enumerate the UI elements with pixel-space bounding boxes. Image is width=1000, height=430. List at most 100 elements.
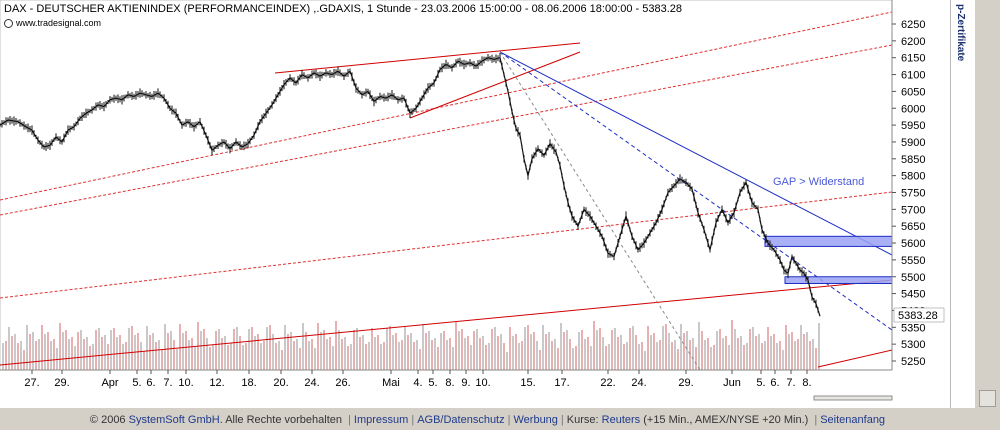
x-tick-label: 20. [273,377,288,389]
volume-bar [623,344,625,370]
company-link[interactable]: SystemSoft GmbH [128,414,220,426]
volume-bar [38,339,40,370]
volume-bar [578,332,580,370]
y-tick-label: 5600 [901,238,925,250]
rights-text: . Alle Rechte vorbehalten [219,414,346,426]
resistance-zone [764,235,893,247]
volume-bar [791,332,793,370]
volume-bar [350,344,352,370]
volume-bar [122,344,124,370]
volume-bar [548,332,550,370]
volume-bar [236,327,238,370]
volume-bar [434,338,436,370]
volume-bar [5,341,7,370]
volume-bar [752,327,754,370]
volume-bar [665,324,667,370]
x-tick-label: 17. [554,377,569,389]
side-panel-label[interactable]: p-Zertifikate [955,4,966,62]
volume-bar [86,337,88,370]
y-tick-label: 5700 [901,204,925,216]
volume-bar [23,350,25,370]
y-tick-label: 5800 [901,171,925,183]
x-tick-label: 27. [24,377,39,389]
volume-bar [101,337,103,370]
volume-bar [212,345,214,370]
volume-bar [713,345,715,370]
volume-bar [743,345,745,370]
volume-bar [725,336,727,370]
volume-bar [650,335,652,370]
y-tick-label: 6250 [901,19,925,31]
volume-bar [80,330,82,370]
agb-link[interactable]: AGB/Datenschutz [417,414,505,426]
y-tick-label: 6050 [901,86,925,98]
volume-bar [185,331,187,370]
top-resistance-line [274,42,581,74]
volume-bar [773,334,775,370]
volume-bar [449,338,451,370]
y-tick-label: 5650 [901,221,925,233]
volume-bar [224,336,226,370]
volume-bar [440,333,442,370]
volume-bar [461,329,463,370]
scroll-strip[interactable] [975,0,1000,408]
volume-bar [554,339,556,370]
volume-bar [113,328,115,370]
volume-bar [482,336,484,370]
volume-bar [761,343,763,370]
volume-bar [365,344,367,370]
volume-bar [323,330,325,370]
volume-bar [398,342,400,370]
volume-bar [734,329,736,370]
volume-bar [542,325,544,370]
volume-bar [257,334,259,370]
reuters-link[interactable]: Reuters [601,414,641,426]
x-tick-label: Mai [382,377,400,389]
volume-bar [173,340,175,370]
scroll-thumb[interactable] [979,390,996,407]
footer-separator: | [507,414,511,426]
volume-bar [782,350,784,370]
volume-bar [353,330,355,370]
x-tick-label: 5. [756,377,765,389]
volume-bar [335,321,337,370]
volume-bar [488,343,490,370]
impressum-link[interactable]: Impressum [353,414,409,426]
volume-bar [230,343,232,370]
zoom-slider[interactable] [813,395,893,401]
x-tick-label: 26. [335,377,350,389]
y-tick-label: 6200 [901,36,925,48]
volume-bar [47,332,49,370]
volume-bar [557,348,559,370]
x-tick-label: 24. [631,377,646,389]
volume-bar [506,352,508,370]
seitenanfang-link[interactable]: Seitenanfang [820,414,886,426]
volume-bar [203,329,205,370]
last-price-text: 5383.28 [898,310,938,322]
kurse-text: Kurse: [566,414,602,426]
volume-bar [728,345,730,370]
volume-bar [668,333,670,370]
volume-bar [764,341,766,370]
volume-bar [32,332,34,370]
x-tick-label: Jun [723,377,741,389]
y-tick-label: 6000 [901,103,925,115]
volume-bar [605,346,607,370]
volume-bar [455,322,457,370]
x-tick-label: Apr [101,377,118,389]
volume-bar [65,330,67,370]
volume-bar [674,340,676,370]
volume-bar [29,334,31,370]
info-icon [4,18,13,28]
volume-bar [443,331,445,370]
volume-bar [143,351,145,370]
volume-bar [566,330,568,370]
volume-bar [377,335,379,370]
volume-bar [641,342,643,370]
source-link[interactable]: www.tradesignal.com [16,18,102,28]
volume-bar [305,332,307,370]
volume-bar [269,325,271,370]
werbung-link[interactable]: Werbung [513,414,558,426]
volume-bar [599,328,601,370]
volume-bar [320,332,322,370]
